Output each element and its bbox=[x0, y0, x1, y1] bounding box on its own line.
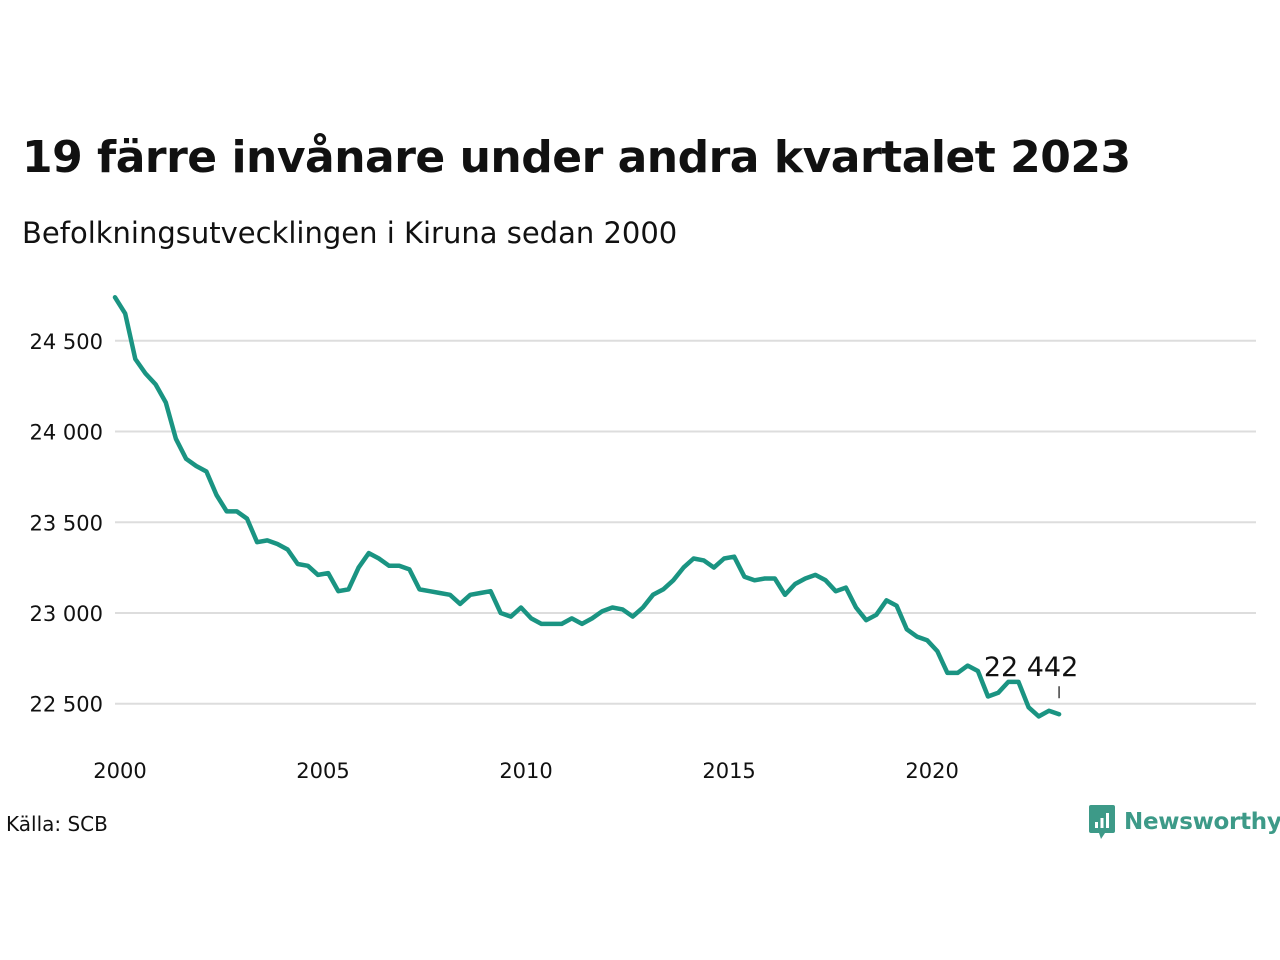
population-series bbox=[112, 295, 1062, 719]
y-tick-label: 23 000 bbox=[30, 602, 103, 626]
y-axis-labels: 22 500 23 000 23 500 24 000 24 500 bbox=[30, 330, 103, 717]
x-tick-label: 2000 bbox=[93, 759, 146, 783]
brand-logo: Newsworthy bbox=[1088, 804, 1280, 840]
brand-name: Newsworthy bbox=[1124, 809, 1280, 835]
x-tick-label: 2015 bbox=[702, 759, 755, 783]
x-tick-label: 2010 bbox=[499, 759, 552, 783]
y-tick-label: 24 500 bbox=[30, 330, 103, 354]
x-tick-label: 2020 bbox=[905, 759, 958, 783]
grid-lines bbox=[115, 339, 1256, 705]
x-tick-label: 2005 bbox=[296, 759, 349, 783]
x-axis-labels: 2000 2005 2010 2015 2020 bbox=[93, 759, 959, 783]
chart-title: 19 färre invånare under andra kvartalet … bbox=[22, 132, 1131, 183]
y-tick-label: 24 000 bbox=[30, 421, 103, 445]
last-value-annotation: 22 442 bbox=[984, 652, 1078, 699]
y-tick-label: 22 500 bbox=[30, 693, 103, 717]
population-line bbox=[112, 295, 1062, 719]
source-label: Källa: SCB bbox=[6, 812, 108, 836]
newsworthy-logo-icon bbox=[1089, 805, 1115, 839]
annotation-label: 22 442 bbox=[984, 652, 1078, 683]
chart-subtitle: Befolkningsutvecklingen i Kiruna sedan 2… bbox=[22, 216, 678, 250]
y-tick-label: 23 500 bbox=[30, 511, 103, 535]
